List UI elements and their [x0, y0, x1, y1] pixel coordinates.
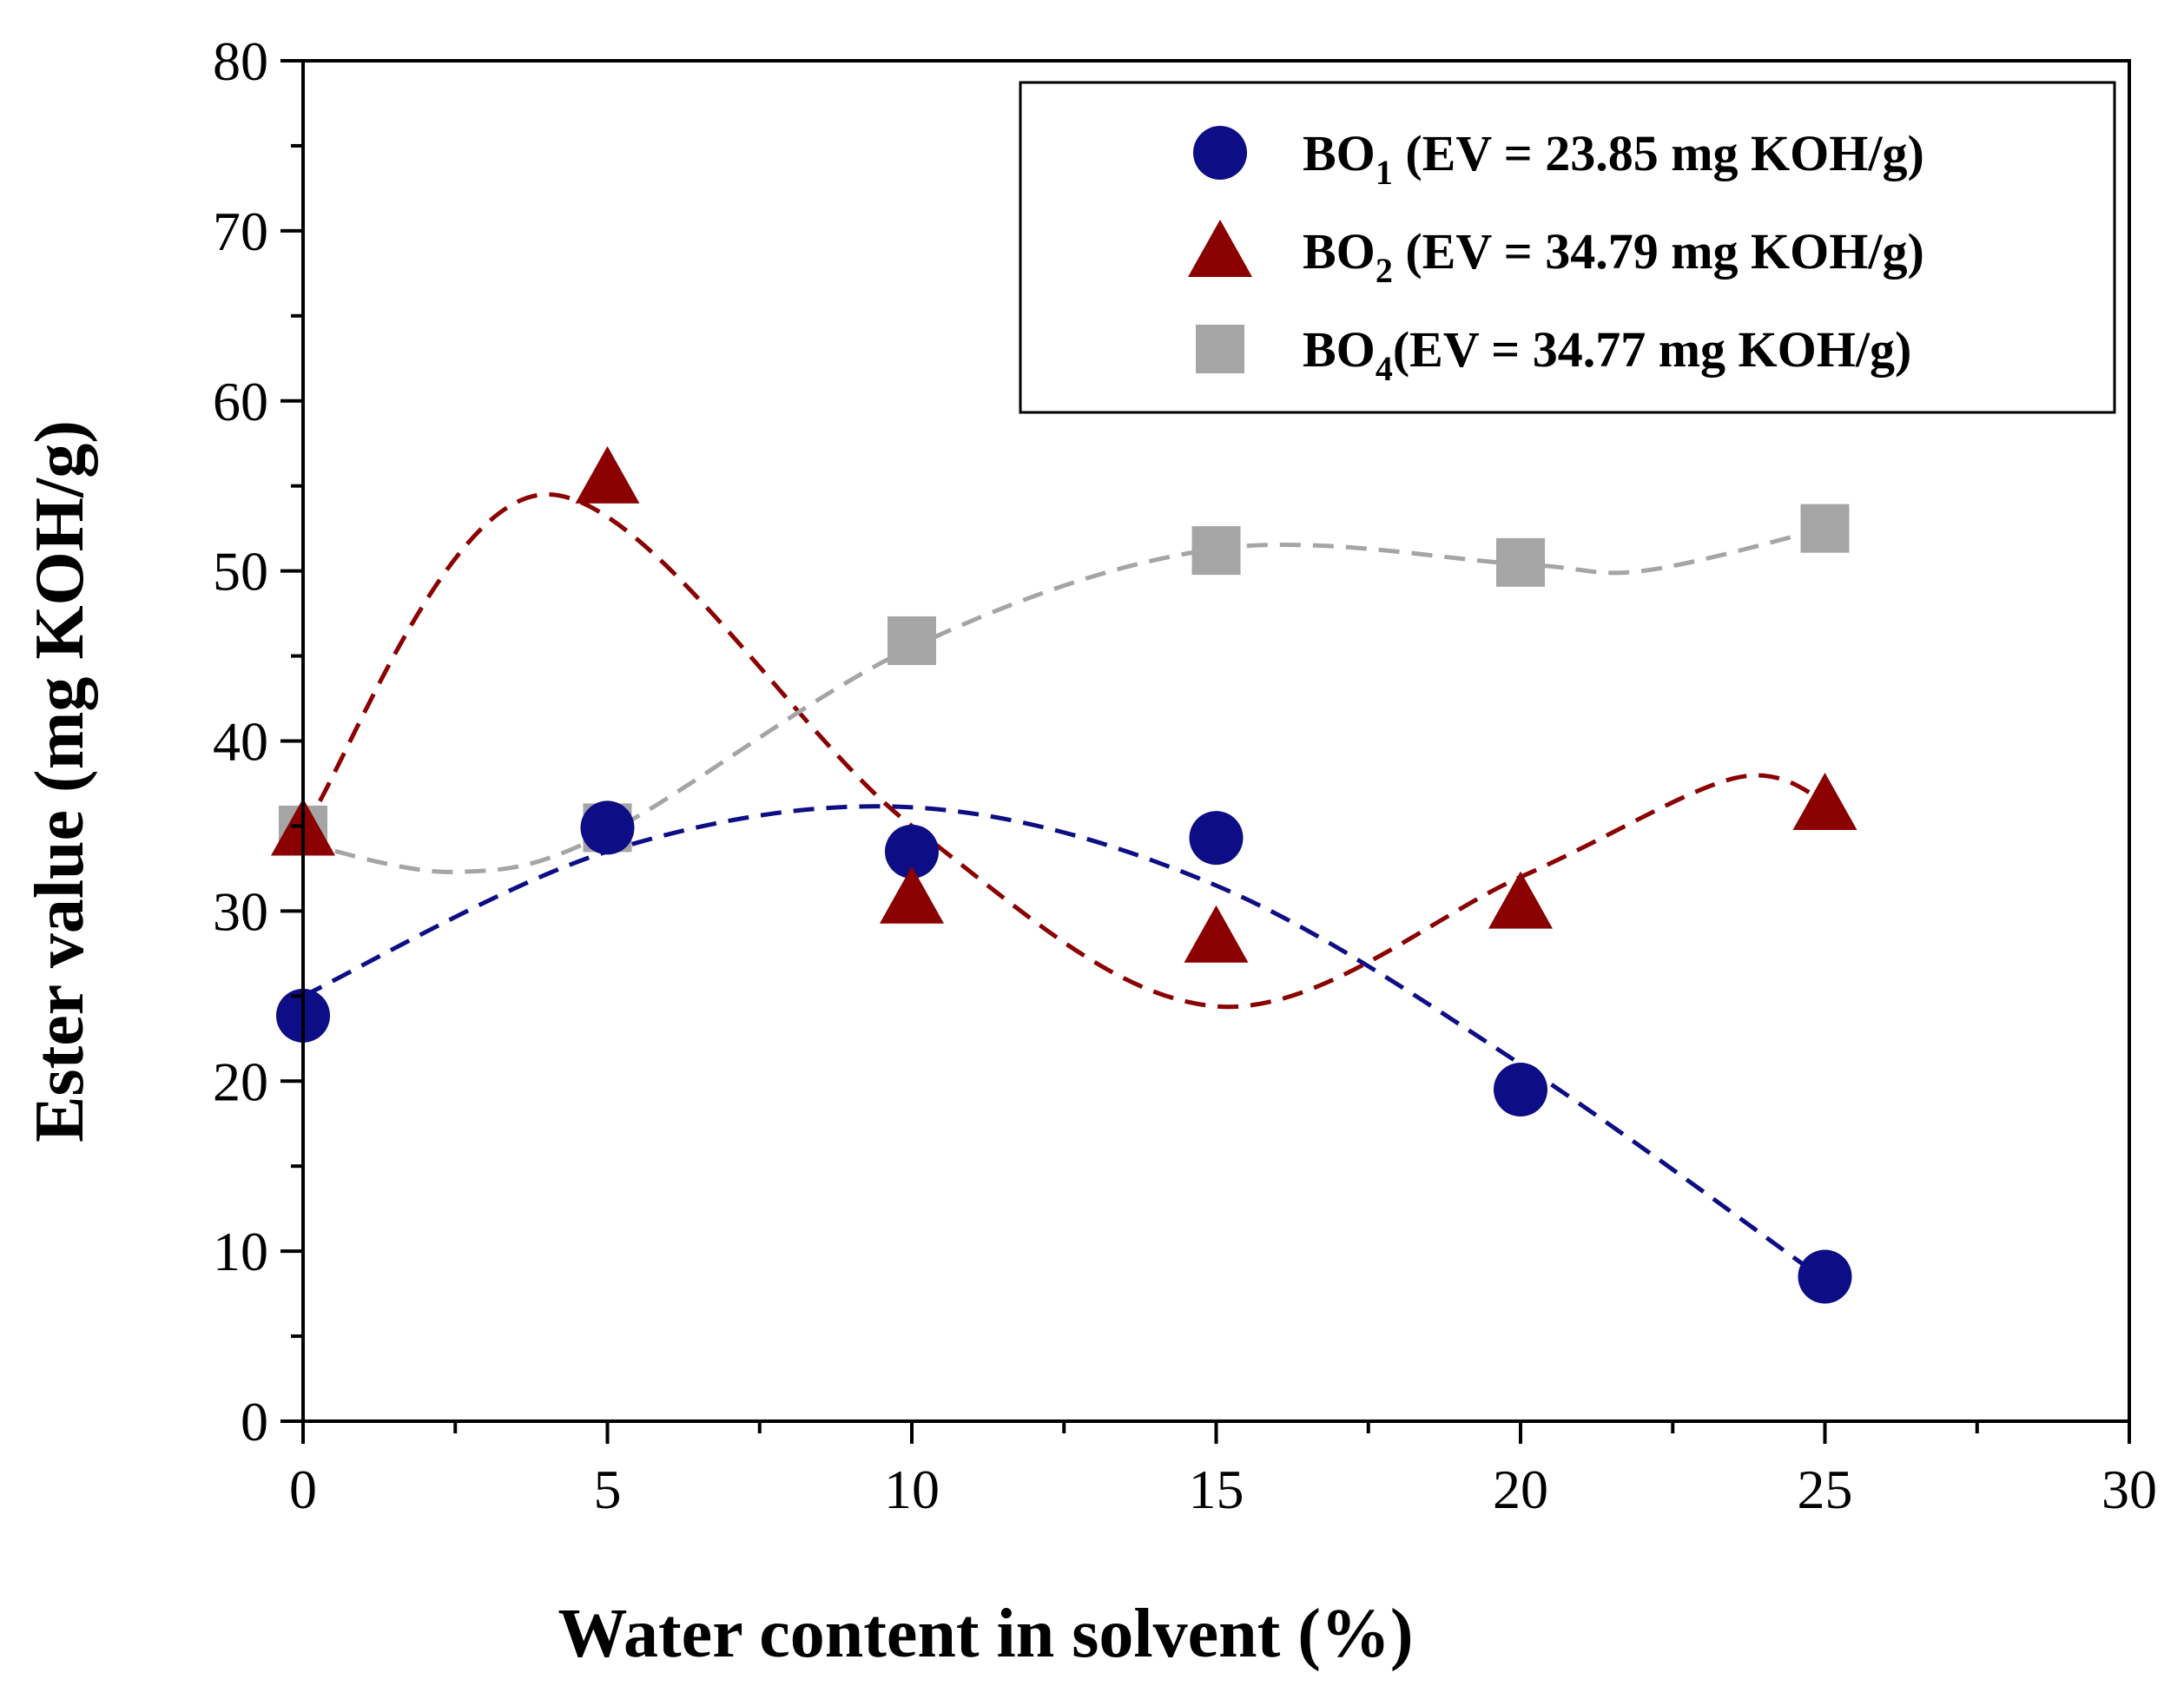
fit-curves: [300, 491, 1826, 1282]
data-markers: [271, 445, 1857, 1304]
x-tick-label: 15: [1189, 1459, 1244, 1520]
fit-curve-bo1: [301, 804, 1826, 1282]
y-axis-title: Ester value (mg KOH/g): [22, 420, 98, 1143]
legend-marker-bo4: [1196, 325, 1244, 373]
data-point-bo1: [1798, 1249, 1852, 1304]
data-point-bo4: [887, 616, 936, 665]
fit-curve-bo2: [300, 491, 1826, 1010]
y-tick-label: 30: [213, 880, 268, 942]
y-tick-label: 10: [213, 1221, 268, 1282]
data-point-bo1: [580, 800, 635, 855]
data-point-bo2: [1488, 871, 1553, 929]
data-point-bo1: [1189, 811, 1244, 866]
data-point-bo1: [885, 824, 939, 879]
x-axis-title: Water content in solvent (%): [558, 1596, 1413, 1672]
legend-marker-bo1: [1193, 126, 1247, 180]
y-tick-label: 80: [213, 30, 268, 92]
y-tick-label: 0: [241, 1391, 268, 1452]
axes: 0 5 10 15 20 25 30 0 10 20 30 40 50 60 70 80: [213, 30, 2157, 1520]
data-point-bo2: [880, 866, 944, 924]
data-point-bo4: [1800, 504, 1850, 553]
data-point-bo2: [575, 445, 640, 504]
y-tick-label: 60: [213, 371, 268, 432]
legend-label: BO1 (EV = 23.85 mg KOH/g): [1303, 125, 1924, 192]
y-tick-label: 50: [213, 541, 268, 603]
legend-label: BO2 (EV = 34.79 mg KOH/g): [1303, 223, 1924, 290]
data-point-bo4: [1191, 526, 1241, 576]
fit-curve-bo4: [302, 526, 1826, 874]
x-tick-label: 20: [1493, 1459, 1548, 1520]
data-point-bo1: [1494, 1063, 1547, 1117]
legend-marker-bo2: [1188, 220, 1252, 277]
legend-label: BO4(EV = 34.77 mg KOH/g): [1303, 321, 1911, 388]
data-point-bo2: [1184, 905, 1249, 963]
x-tick-label: 10: [884, 1459, 940, 1520]
y-tick-label: 20: [213, 1050, 268, 1112]
data-point-bo2: [1792, 772, 1857, 830]
y-tick-label: 40: [213, 711, 268, 773]
legend: BO1 (EV = 23.85 mg KOH/g) BO2 (EV = 34.79…: [1019, 81, 2116, 414]
y-tick-label: 70: [213, 201, 268, 262]
x-tick-label: 5: [594, 1459, 622, 1520]
data-point-bo4: [1496, 537, 1545, 587]
x-tick-label: 25: [1798, 1459, 1853, 1520]
x-tick-label: 30: [2102, 1459, 2157, 1520]
x-tick-label: 0: [289, 1459, 317, 1520]
